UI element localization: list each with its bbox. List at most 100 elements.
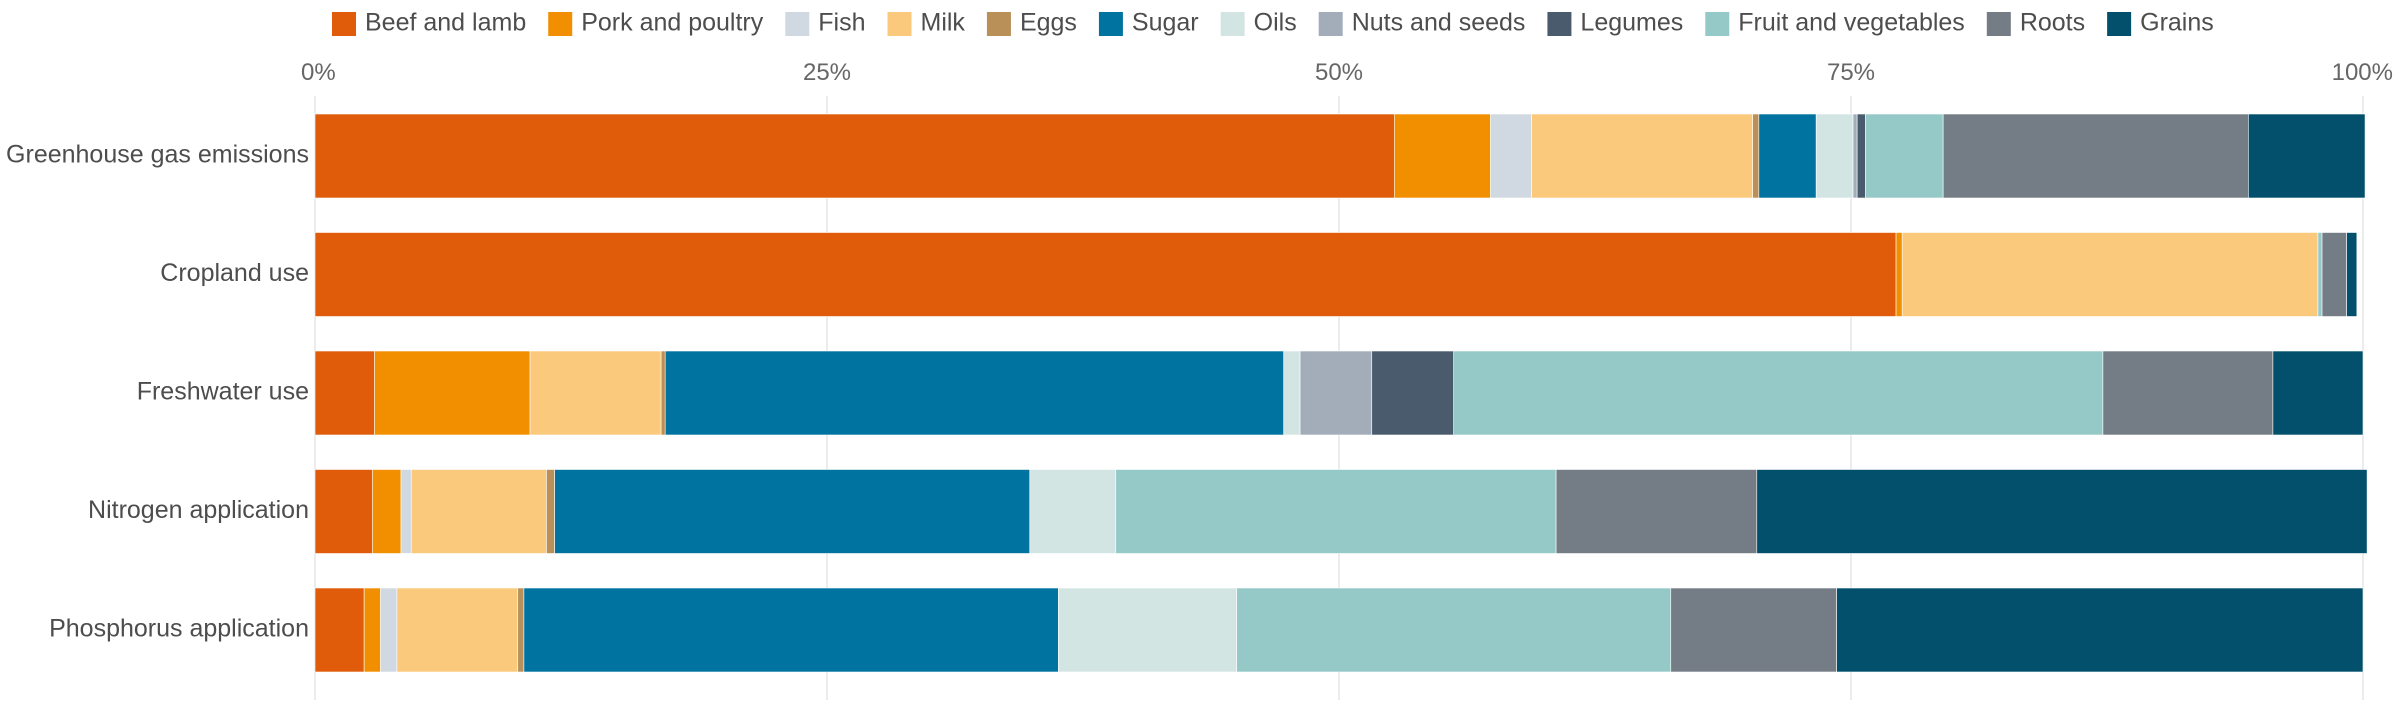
legend-swatch [332, 12, 356, 36]
bar-segment-roots[interactable] [2102, 350, 2274, 436]
bar-segment-grains[interactable] [2272, 350, 2364, 436]
bar-segment-pork-and-poultry[interactable] [363, 587, 381, 673]
bar-segment-pork-and-poultry[interactable] [1895, 232, 1903, 317]
bar-segment-fish[interactable] [400, 469, 412, 554]
legend-swatch [548, 12, 573, 36]
bar-segment-fish[interactable] [380, 587, 398, 673]
bar-row-nitrogen-application [314, 469, 2368, 554]
bar-segment-grains[interactable] [1836, 587, 2364, 673]
bar-segment-milk[interactable] [1531, 113, 1753, 199]
legend-item-fruit-and-vegetables[interactable]: Fruit and vegetables [1705, 9, 1965, 37]
bar-segment-oils[interactable] [1058, 587, 1237, 673]
legend-item-legumes[interactable]: Legumes [1547, 9, 1683, 37]
legend-label: Grains [2140, 9, 2214, 37]
legend-label: Milk [921, 9, 966, 37]
legend-swatch [1547, 12, 1572, 36]
bar-segment-pork-and-poultry[interactable] [372, 469, 402, 554]
bar-segment-roots[interactable] [1555, 469, 1758, 554]
legend-swatch [887, 12, 912, 36]
legend-item-eggs[interactable]: Eggs [986, 9, 1077, 37]
bar-segment-fruit-and-vegetables[interactable] [1865, 113, 1944, 199]
bar-segment-grains[interactable] [2248, 113, 2366, 199]
bar-row-freshwater-use [314, 350, 2364, 436]
bar-segment-pork-and-poultry[interactable] [1393, 113, 1491, 199]
legend-item-fish[interactable]: Fish [785, 9, 866, 37]
bar-segment-sugar[interactable] [1758, 113, 1817, 199]
bar-segment-eggs[interactable] [660, 350, 666, 436]
category-label: Nitrogen application [88, 496, 309, 524]
y-axis: Greenhouse gas emissions Cropland use Fres… [6, 141, 309, 643]
legend-label: Fish [818, 9, 865, 37]
legend-label: Oils [1254, 9, 1297, 37]
legend-item-beef-and-lamb[interactable]: Beef and lamb [332, 9, 526, 37]
legend-label: Fruit and vegetables [1738, 9, 1965, 37]
legend-item-oils[interactable]: Oils [1220, 9, 1297, 37]
bar-segment-fruit-and-vegetables[interactable] [2317, 232, 2323, 317]
bar-segment-pork-and-poultry[interactable] [374, 350, 531, 436]
bar-segment-fruit-and-vegetables[interactable] [1236, 587, 1672, 673]
category-label: Greenhouse gas emissions [6, 141, 309, 169]
bar-segment-beef-and-lamb[interactable] [314, 469, 373, 554]
legend-item-milk[interactable]: Milk [887, 9, 966, 37]
bar-segment-eggs[interactable] [517, 587, 525, 673]
x-tick-label: 0% [301, 59, 336, 86]
x-tick-label: 25% [803, 59, 851, 86]
bar-segment-sugar[interactable] [554, 469, 1031, 554]
bar-segment-roots[interactable] [1670, 587, 1837, 673]
legend-label: Sugar [1132, 9, 1199, 37]
bar-row-greenhouse-gas-emissions [314, 113, 2366, 199]
x-tick-label: 50% [1315, 59, 1363, 86]
bar-segment-milk[interactable] [410, 469, 547, 554]
legend-swatch [1318, 12, 1343, 36]
bar-segment-milk[interactable] [529, 350, 662, 436]
bar-segment-fruit-and-vegetables[interactable] [1115, 469, 1557, 554]
legend-swatch [2107, 12, 2132, 36]
bar-segment-oils[interactable] [1815, 113, 1854, 199]
bar-segment-legumes[interactable] [1856, 113, 1866, 199]
bar-segment-nuts-and-seeds[interactable] [1299, 350, 1373, 436]
bar-segment-fish[interactable] [1490, 113, 1532, 199]
bar-segment-grains[interactable] [2346, 232, 2358, 317]
legend-item-pork-and-poultry[interactable]: Pork and poultry [548, 9, 764, 37]
bar-segment-beef-and-lamb[interactable] [314, 350, 375, 436]
legend-swatch [1098, 12, 1123, 36]
bars [314, 113, 2368, 673]
legend-swatch [986, 12, 1011, 36]
bar-segment-milk[interactable] [1901, 232, 2319, 317]
bar-segment-roots[interactable] [1942, 113, 2249, 199]
legend-item-nuts-and-seeds[interactable]: Nuts and seeds [1318, 9, 1526, 37]
x-axis: 0% 25% 50% 75% 100% [301, 59, 2393, 86]
bar-segment-nuts-and-seeds[interactable] [1852, 113, 1858, 199]
bar-segment-oils[interactable] [1283, 350, 1301, 436]
legend-swatch [1705, 12, 1730, 36]
bar-segment-milk[interactable] [396, 587, 519, 673]
legend-label: Beef and lamb [365, 9, 526, 37]
bar-segment-sugar[interactable] [664, 350, 1285, 436]
bar-segment-fruit-and-vegetables[interactable] [1453, 350, 2104, 436]
bar-segment-legumes[interactable] [1371, 350, 1454, 436]
bar-segment-grains[interactable] [1756, 469, 2368, 554]
legend-item-sugar[interactable]: Sugar [1098, 9, 1199, 37]
bar-segment-roots[interactable] [2321, 232, 2347, 317]
bar-row-cropland-use [314, 232, 2358, 317]
bar-segment-eggs[interactable] [546, 469, 555, 554]
bar-segment-beef-and-lamb[interactable] [314, 113, 1395, 199]
legend: Beef and lamb Pork and poultry Fish Milk Egg… [332, 9, 2214, 37]
category-label: Cropland use [160, 259, 309, 287]
x-tick-label: 75% [1827, 59, 1875, 86]
legend-label: Eggs [1020, 9, 1077, 37]
bar-segment-eggs[interactable] [1752, 113, 1760, 199]
bar-segment-beef-and-lamb[interactable] [314, 587, 365, 673]
legend-swatch [1986, 12, 2011, 36]
bar-segment-sugar[interactable] [523, 587, 1059, 673]
bar-row-phosphorus-application [314, 587, 2364, 673]
legend-item-grains[interactable]: Grains [2107, 9, 2214, 37]
bar-segment-oils[interactable] [1029, 469, 1117, 554]
category-label: Freshwater use [137, 378, 309, 406]
legend-item-roots[interactable]: Roots [1986, 9, 2085, 37]
legend-label: Roots [2020, 9, 2085, 37]
legend-label: Legumes [1580, 9, 1683, 37]
bar-segment-beef-and-lamb[interactable] [314, 232, 1897, 317]
